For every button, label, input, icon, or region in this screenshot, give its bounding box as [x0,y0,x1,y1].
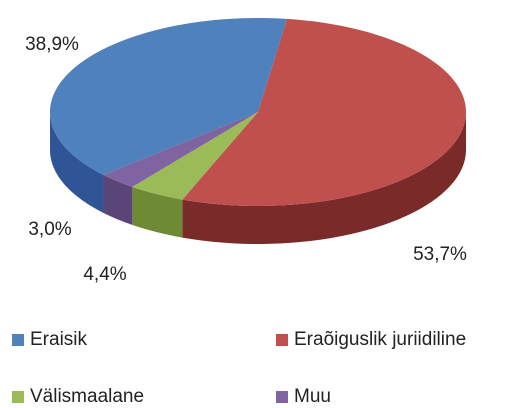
legend-swatch [276,391,288,403]
legend-label: Eraisik [30,329,88,350]
legend-label: Välismaalane [30,386,144,407]
slice [182,18,466,206]
slice-side [103,174,133,225]
legend-label: Eraõiguslik juriidiline [294,329,466,350]
slice [132,112,258,200]
slice [103,112,259,187]
slice-side [132,186,183,238]
data-label: 3,0% [28,219,71,240]
data-label: 4,4% [83,264,126,285]
legend-swatch [276,334,288,346]
slice-side [182,112,466,244]
legend-swatch [12,334,24,346]
slice [50,18,287,175]
legend-swatch [12,391,24,403]
legend-label: Muu [294,386,331,407]
slice-side [50,112,104,213]
data-label: 38,9% [25,34,79,55]
data-label: 53,7% [413,244,467,265]
